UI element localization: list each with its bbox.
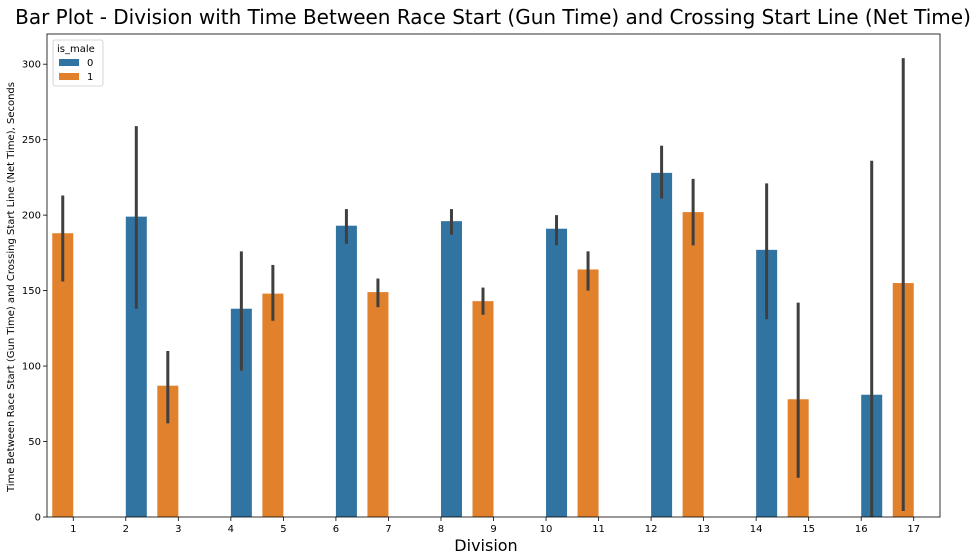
chart-title: Bar Plot - Division with Time Between Ra… [15, 5, 971, 29]
bar-division-7-is-male-1 [367, 292, 389, 517]
bar-division-10-is-male-0 [546, 228, 568, 517]
y-tick-label: 250 [22, 135, 41, 146]
x-tick-label: 7 [385, 524, 391, 535]
x-tick-label: 17 [907, 524, 920, 535]
bar-division-6-is-male-0 [335, 225, 357, 518]
legend-swatch-0 [59, 59, 79, 66]
bar-division-4-is-male-0 [230, 308, 252, 517]
x-tick-label: 6 [333, 524, 339, 535]
y-axis: 0 50 100 150 200 250 300 [22, 60, 47, 524]
x-tick-label: 2 [123, 524, 129, 535]
y-axis-label: Time Between Race Start (Gun Time) and C… [6, 82, 17, 493]
bar-division-14-is-male-0 [756, 249, 778, 517]
bar-division-3-is-male-1 [157, 385, 179, 517]
x-axis-label: Division [454, 536, 517, 555]
bar-division-11-is-male-1 [577, 269, 599, 517]
legend-label-0: 0 [87, 58, 93, 69]
y-tick-label: 150 [22, 286, 41, 297]
legend-label-1: 1 [87, 72, 93, 83]
legend: is_male 0 1 [52, 39, 104, 87]
bars-group [52, 172, 914, 518]
x-tick-label: 5 [280, 524, 286, 535]
y-tick-label: 50 [28, 437, 41, 448]
legend-swatch-1 [59, 73, 79, 80]
bar-division-1-is-male-1 [52, 233, 74, 518]
error-bars-group [61, 58, 905, 517]
x-tick-label: 4 [228, 524, 234, 535]
x-tick-label: 13 [697, 524, 710, 535]
bar-division-13-is-male-1 [682, 212, 704, 517]
y-tick-label: 300 [22, 60, 41, 71]
x-tick-label: 16 [855, 524, 868, 535]
x-tick-label: 9 [490, 524, 496, 535]
x-tick-label: 15 [802, 524, 815, 535]
x-tick-label: 3 [175, 524, 181, 535]
legend-title: is_male [57, 44, 95, 55]
bar-division-5-is-male-1 [262, 293, 284, 517]
bar-division-8-is-male-0 [440, 221, 462, 517]
x-tick-label: 12 [645, 524, 658, 535]
y-tick-label: 100 [22, 362, 41, 373]
y-tick-label: 200 [22, 211, 41, 222]
x-tick-label: 11 [592, 524, 605, 535]
y-tick-label: 0 [35, 513, 41, 524]
x-tick-label: 14 [750, 524, 763, 535]
bar-division-9-is-male-1 [472, 301, 494, 517]
x-tick-label: 10 [540, 524, 553, 535]
x-axis: 1 2 3 4 5 6 7 8 9 10 11 12 13 14 15 16 17 [70, 517, 920, 535]
bar-division-2-is-male-0 [125, 216, 147, 517]
x-tick-label: 8 [438, 524, 444, 535]
bar-division-12-is-male-0 [651, 172, 673, 518]
x-tick-label: 1 [70, 524, 76, 535]
